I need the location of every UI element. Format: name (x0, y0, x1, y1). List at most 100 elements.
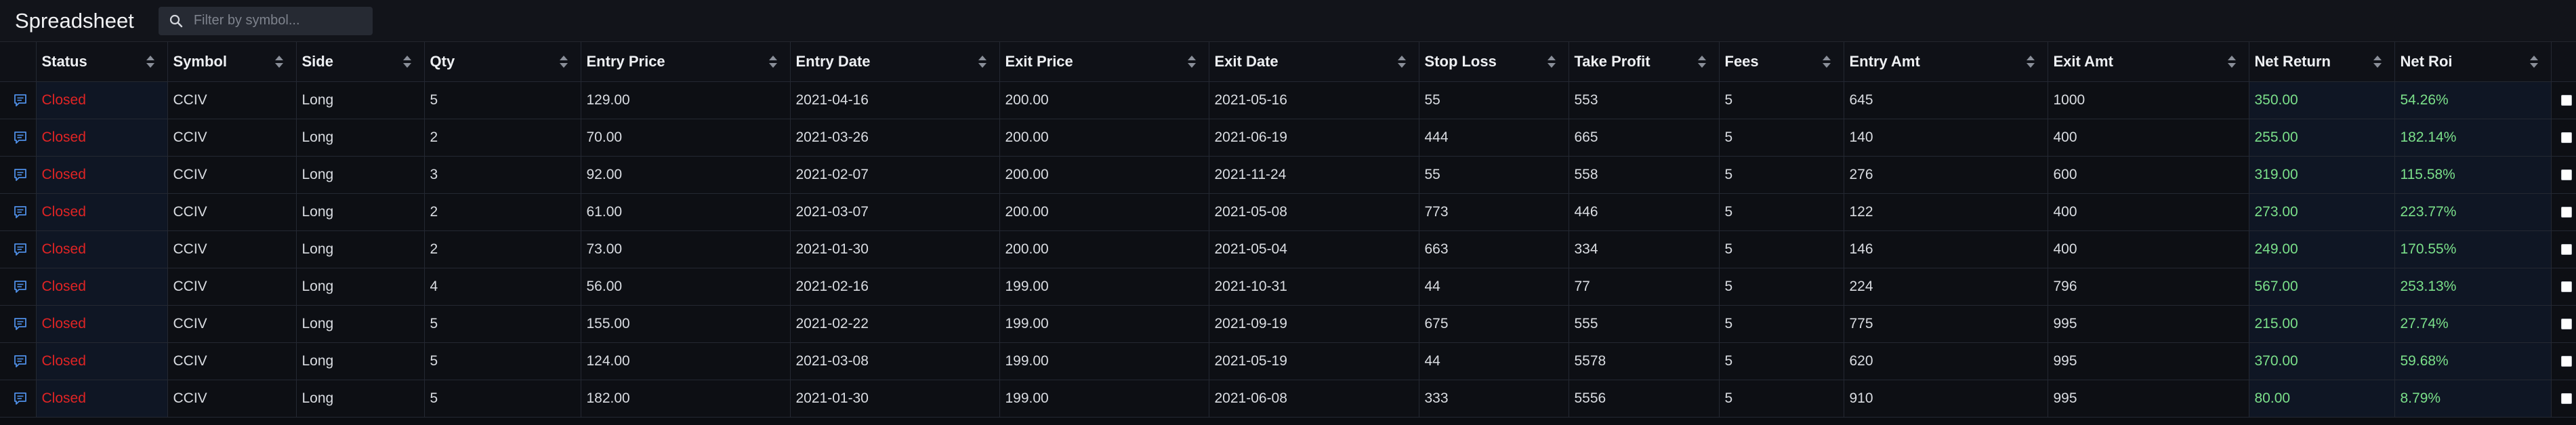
cell-entry-price[interactable]: 70.00 (581, 119, 791, 157)
cell-exit-amt[interactable]: 995 (2048, 380, 2249, 418)
comment-icon[interactable] (13, 205, 28, 220)
cell-qty[interactable]: 5 (424, 380, 581, 418)
table-row[interactable]: Closed CCIV Long 2 70.00 2021-03-26 200.00 2021… (0, 119, 2576, 157)
cell-fees[interactable]: 5 (1719, 230, 1844, 268)
row-checkbox[interactable] (2560, 318, 2572, 329)
cell-entry-date[interactable]: 2021-03-07 (790, 193, 1000, 231)
cell-fees[interactable]: 5 (1719, 305, 1844, 343)
cell-return[interactable]: 80.00 (2249, 380, 2395, 418)
cell-exit-price[interactable]: 200.00 (999, 119, 1209, 157)
header-entry-amt[interactable]: Entry Amt (1844, 42, 2048, 82)
cell-stop-loss[interactable]: 773 (1419, 193, 1569, 231)
header-fees[interactable]: Fees (1719, 42, 1844, 82)
sort-icon[interactable] (1697, 54, 1707, 70)
header-exit-amt[interactable]: Exit Amt (2048, 42, 2249, 82)
cell-exit-amt[interactable]: 400 (2048, 119, 2249, 157)
select-cell[interactable] (2551, 268, 2576, 306)
cell-return[interactable]: 273.00 (2249, 193, 2395, 231)
header-net-return[interactable]: Net Return (2249, 42, 2395, 82)
sort-icon[interactable] (2529, 54, 2539, 70)
cell-exit-amt[interactable]: 796 (2048, 268, 2249, 306)
cell-roi[interactable]: 253.13% (2394, 268, 2552, 306)
cell-roi[interactable]: 170.55% (2394, 230, 2552, 268)
cell-entry-price[interactable]: 61.00 (581, 193, 791, 231)
sort-icon[interactable] (1547, 54, 1556, 70)
cell-exit-date[interactable]: 2021-10-31 (1209, 268, 1419, 306)
table-row[interactable]: Closed CCIV Long 2 61.00 2021-03-07 200.00 2021… (0, 193, 2576, 231)
cell-exit-date[interactable]: 2021-11-24 (1209, 156, 1419, 194)
cell-entry-amt[interactable]: 645 (1844, 81, 2048, 119)
header-net-roi[interactable]: Net Roi (2394, 42, 2552, 82)
cell-symbol[interactable]: CCIV (167, 380, 297, 418)
select-cell[interactable] (2551, 81, 2576, 119)
row-checkbox[interactable] (2560, 169, 2572, 180)
cell-exit-price[interactable]: 199.00 (999, 342, 1209, 380)
comment-icon[interactable] (13, 93, 28, 108)
comment-cell[interactable] (0, 230, 37, 268)
cell-status[interactable]: Closed (36, 119, 168, 157)
cell-symbol[interactable]: CCIV (167, 342, 297, 380)
cell-roi[interactable]: 223.77% (2394, 193, 2552, 231)
comment-icon[interactable] (13, 391, 28, 406)
comment-icon[interactable] (13, 130, 28, 145)
comment-cell[interactable] (0, 342, 37, 380)
comment-icon[interactable] (13, 167, 28, 182)
cell-status[interactable]: Closed (36, 305, 168, 343)
cell-symbol[interactable]: CCIV (167, 81, 297, 119)
cell-entry-price[interactable]: 124.00 (581, 342, 791, 380)
cell-exit-date[interactable]: 2021-05-04 (1209, 230, 1419, 268)
cell-symbol[interactable]: CCIV (167, 268, 297, 306)
cell-return[interactable]: 319.00 (2249, 156, 2395, 194)
cell-return[interactable]: 249.00 (2249, 230, 2395, 268)
cell-entry-price[interactable]: 92.00 (581, 156, 791, 194)
cell-entry-amt[interactable]: 122 (1844, 193, 2048, 231)
cell-take-profit[interactable]: 553 (1569, 81, 1720, 119)
header-exit-price[interactable]: Exit Price (999, 42, 1209, 82)
sort-icon[interactable] (402, 54, 412, 70)
cell-return[interactable]: 567.00 (2249, 268, 2395, 306)
header-entry-price[interactable]: Entry Price (581, 42, 791, 82)
cell-entry-date[interactable]: 2021-02-22 (790, 305, 1000, 343)
cell-side[interactable]: Long (296, 156, 425, 194)
cell-take-profit[interactable]: 5578 (1569, 342, 1720, 380)
cell-status[interactable]: Closed (36, 230, 168, 268)
cell-entry-date[interactable]: 2021-01-30 (790, 230, 1000, 268)
cell-side[interactable]: Long (296, 305, 425, 343)
header-status[interactable]: Status (36, 42, 168, 82)
sort-icon[interactable] (2373, 54, 2382, 70)
comment-cell[interactable] (0, 193, 37, 231)
comment-cell[interactable] (0, 305, 37, 343)
comment-cell[interactable] (0, 119, 37, 157)
cell-take-profit[interactable]: 558 (1569, 156, 1720, 194)
cell-stop-loss[interactable]: 55 (1419, 81, 1569, 119)
cell-status[interactable]: Closed (36, 156, 168, 194)
sort-icon[interactable] (2026, 54, 2035, 70)
cell-side[interactable]: Long (296, 380, 425, 418)
header-symbol[interactable]: Symbol (167, 42, 297, 82)
cell-exit-date[interactable]: 2021-05-19 (1209, 342, 1419, 380)
select-cell[interactable] (2551, 230, 2576, 268)
cell-stop-loss[interactable]: 55 (1419, 156, 1569, 194)
cell-side[interactable]: Long (296, 81, 425, 119)
cell-take-profit[interactable]: 334 (1569, 230, 1720, 268)
cell-roi[interactable]: 27.74% (2394, 305, 2552, 343)
cell-entry-price[interactable]: 129.00 (581, 81, 791, 119)
select-cell[interactable] (2551, 342, 2576, 380)
sort-icon[interactable] (1397, 54, 1407, 70)
cell-fees[interactable]: 5 (1719, 342, 1844, 380)
select-cell[interactable] (2551, 380, 2576, 418)
cell-entry-amt[interactable]: 775 (1844, 305, 2048, 343)
cell-return[interactable]: 255.00 (2249, 119, 2395, 157)
cell-qty[interactable]: 5 (424, 305, 581, 343)
table-row[interactable]: Closed CCIV Long 5 155.00 2021-02-22 199.00 202… (0, 305, 2576, 343)
comment-cell[interactable] (0, 156, 37, 194)
comment-cell[interactable] (0, 380, 37, 418)
table-row[interactable]: Closed CCIV Long 5 129.00 2021-04-16 200.00 202… (0, 81, 2576, 119)
cell-exit-price[interactable]: 200.00 (999, 156, 1209, 194)
header-stop-loss[interactable]: Stop Loss (1419, 42, 1569, 82)
search-box[interactable] (158, 6, 373, 35)
sort-icon[interactable] (1822, 54, 1831, 70)
sort-icon[interactable] (559, 54, 568, 70)
cell-stop-loss[interactable]: 444 (1419, 119, 1569, 157)
cell-exit-price[interactable]: 200.00 (999, 230, 1209, 268)
